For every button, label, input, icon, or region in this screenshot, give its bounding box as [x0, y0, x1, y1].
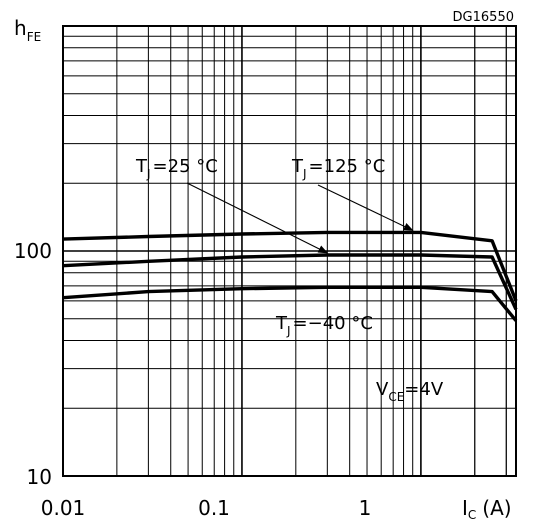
- series-label-minus40c: TJ =−40 °C: [275, 313, 373, 338]
- series-label-125c: TJ =125 °C: [291, 156, 385, 181]
- figure-id: DG16550: [453, 10, 514, 25]
- plot-frame: [62, 25, 517, 477]
- vce-condition-label: VCE=4V: [376, 379, 444, 404]
- arrow-125c: [317, 184, 414, 231]
- series-group: [62, 230, 518, 322]
- series-line-25c: [62, 253, 518, 311]
- x-tick-label-0-1: 0.1: [198, 496, 230, 520]
- annotation-arrows: [186, 182, 414, 254]
- y-tick-label-100: 100: [14, 239, 52, 263]
- x-axis-label: IC (A): [462, 496, 512, 522]
- series-line-minus40c: [62, 285, 518, 322]
- x-tick-label-0-01: 0.01: [41, 496, 86, 520]
- series-label-25c: TJ =25 °C: [135, 156, 218, 181]
- labels: DG16550 hFE 10 100 0.01 0.1 1 IC (A) TJ =1…: [14, 10, 514, 522]
- x-tick-label-1: 1: [359, 496, 372, 520]
- arrow-25c: [186, 182, 329, 254]
- series-line-125c: [62, 230, 518, 302]
- y-axis-label: hFE: [14, 16, 41, 44]
- grid: [63, 26, 516, 476]
- y-tick-label-10: 10: [27, 465, 52, 489]
